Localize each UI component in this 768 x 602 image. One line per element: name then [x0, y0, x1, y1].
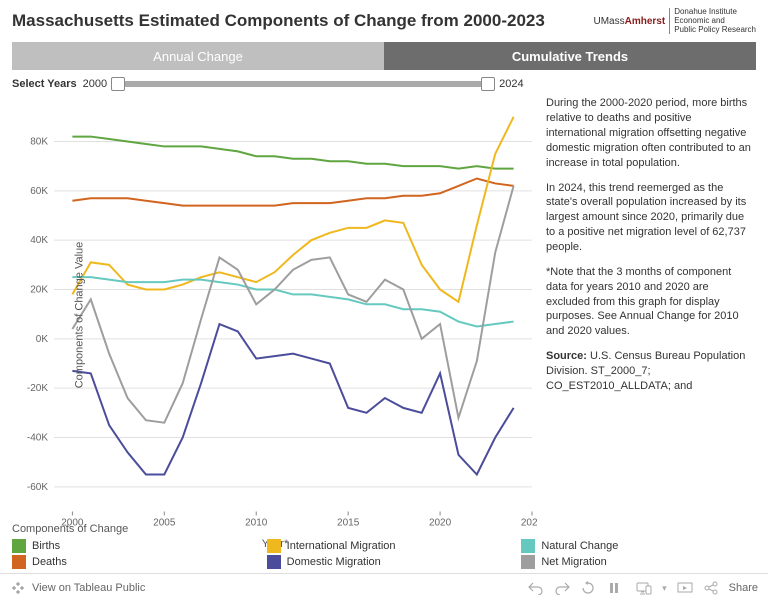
svg-text:2005: 2005 [153, 518, 176, 529]
tab-annual-change[interactable]: Annual Change [12, 42, 384, 70]
legend-label: Natural Change [541, 540, 618, 552]
view-on-tableau-link[interactable]: View on Tableau Public [10, 580, 145, 596]
slider-handle-end[interactable] [481, 77, 495, 91]
svg-text:2000: 2000 [61, 518, 84, 529]
legend: Births International Migration Natural Cha… [12, 539, 756, 569]
tableau-icon [10, 580, 26, 596]
legend-item-domestic[interactable]: Domestic Migration [267, 555, 502, 569]
legend-label: Domestic Migration [287, 556, 381, 568]
legend-swatch [12, 539, 26, 553]
share-icon[interactable] [703, 580, 719, 596]
redo-icon[interactable] [554, 580, 570, 596]
share-button[interactable]: Share [729, 582, 758, 594]
svg-text:80K: 80K [30, 137, 48, 148]
svg-text:2020: 2020 [429, 518, 452, 529]
svg-text:20K: 20K [30, 285, 48, 296]
pause-icon[interactable] [606, 580, 622, 596]
year-slider[interactable] [113, 81, 493, 87]
legend-item-natural[interactable]: Natural Change [521, 539, 756, 553]
slider-start: 2000 [83, 78, 107, 90]
svg-text:2025: 2025 [521, 518, 538, 529]
line-chart: -60K -40K -20K 0K 20K 40K 60K 80K 2000 2005 2010 20… [12, 96, 538, 534]
svg-text:-20K: -20K [27, 384, 48, 395]
legend-swatch [521, 539, 535, 553]
page-title: Massachusetts Estimated Components of Ch… [12, 11, 593, 31]
slider-label: Select Years [12, 78, 77, 90]
legend-item-deaths[interactable]: Deaths [12, 555, 247, 569]
legend-swatch [267, 555, 281, 569]
legend-label: Deaths [32, 556, 67, 568]
legend-item-intl[interactable]: International Migration [267, 539, 502, 553]
logo: UMassAmherst Donahue InstituteEconomic a… [593, 8, 756, 34]
svg-text:40K: 40K [30, 236, 48, 247]
legend-item-netmig[interactable]: Net Migration [521, 555, 756, 569]
legend-item-births[interactable]: Births [12, 539, 247, 553]
svg-text:-60K: -60K [27, 482, 48, 493]
present-icon[interactable] [677, 580, 693, 596]
svg-text:0K: 0K [36, 334, 49, 345]
undo-icon[interactable] [528, 580, 544, 596]
y-axis-label: Components of Change Value [73, 242, 85, 389]
device-icon[interactable] [636, 580, 652, 596]
svg-text:60K: 60K [30, 186, 48, 197]
slider-end: 2024 [499, 78, 523, 90]
svg-text:2015: 2015 [337, 518, 360, 529]
replay-icon[interactable] [580, 580, 596, 596]
explanatory-text: During the 2000-2020 period, more births… [546, 96, 756, 517]
slider-handle-start[interactable] [111, 77, 125, 91]
tab-cumulative-trends[interactable]: Cumulative Trends [384, 42, 756, 70]
tabs: Annual Change Cumulative Trends [12, 42, 756, 70]
legend-label: Births [32, 540, 60, 552]
legend-swatch [12, 555, 26, 569]
svg-text:-40K: -40K [27, 433, 48, 444]
svg-text:2010: 2010 [245, 518, 268, 529]
legend-swatch [267, 539, 281, 553]
legend-label: Net Migration [541, 556, 606, 568]
toolbar: View on Tableau Public ▾ Share [0, 573, 768, 602]
legend-label: International Migration [287, 540, 396, 552]
legend-swatch [521, 555, 535, 569]
